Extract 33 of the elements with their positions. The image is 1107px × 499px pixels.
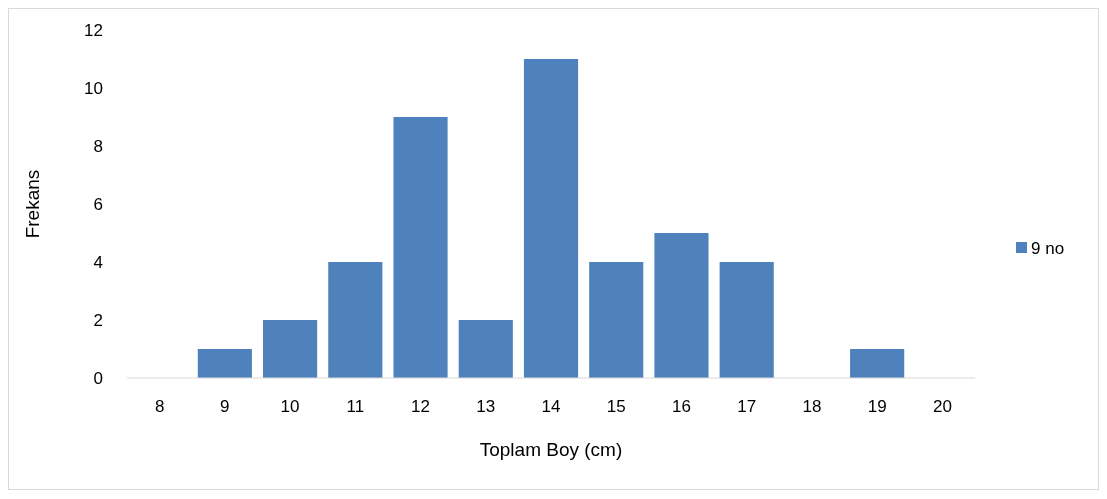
- bar: [589, 262, 644, 378]
- bar: [393, 117, 448, 378]
- x-tick-label: 12: [411, 397, 430, 416]
- y-tick-label: 0: [93, 368, 103, 388]
- x-tick-label: 19: [867, 397, 887, 416]
- x-tick-label: 11: [346, 397, 365, 416]
- bar: [328, 262, 383, 378]
- x-tick-label: 10: [280, 397, 300, 416]
- x-tick-label: 13: [476, 397, 496, 416]
- bar: [850, 349, 905, 378]
- x-tick-label: 8: [154, 397, 165, 416]
- bar: [458, 320, 513, 378]
- x-tick-label: 20: [932, 397, 952, 416]
- x-tick-label: 14: [541, 397, 561, 416]
- bar: [197, 349, 252, 378]
- bar: [263, 320, 318, 378]
- x-tick-label: 9: [220, 397, 230, 416]
- y-tick-label: 12: [84, 20, 103, 40]
- bar: [523, 59, 579, 378]
- x-tick-label: 16: [672, 397, 691, 416]
- y-tick-label: 2: [93, 310, 103, 330]
- x-axis-title: Toplam Boy (cm): [479, 439, 623, 460]
- y-tick-label: 4: [93, 252, 103, 272]
- y-tick-label: 6: [93, 194, 103, 214]
- x-tick-label: 18: [802, 397, 822, 416]
- y-tick-label: 8: [93, 136, 103, 156]
- x-tick-label: 15: [606, 397, 626, 416]
- legend-label: 9 no: [1031, 238, 1065, 258]
- x-tick-label: 17: [737, 397, 757, 416]
- bar: [719, 262, 774, 378]
- y-axis-title: Frekans: [22, 169, 43, 239]
- bar: [654, 233, 709, 378]
- y-tick-label: 10: [84, 78, 103, 98]
